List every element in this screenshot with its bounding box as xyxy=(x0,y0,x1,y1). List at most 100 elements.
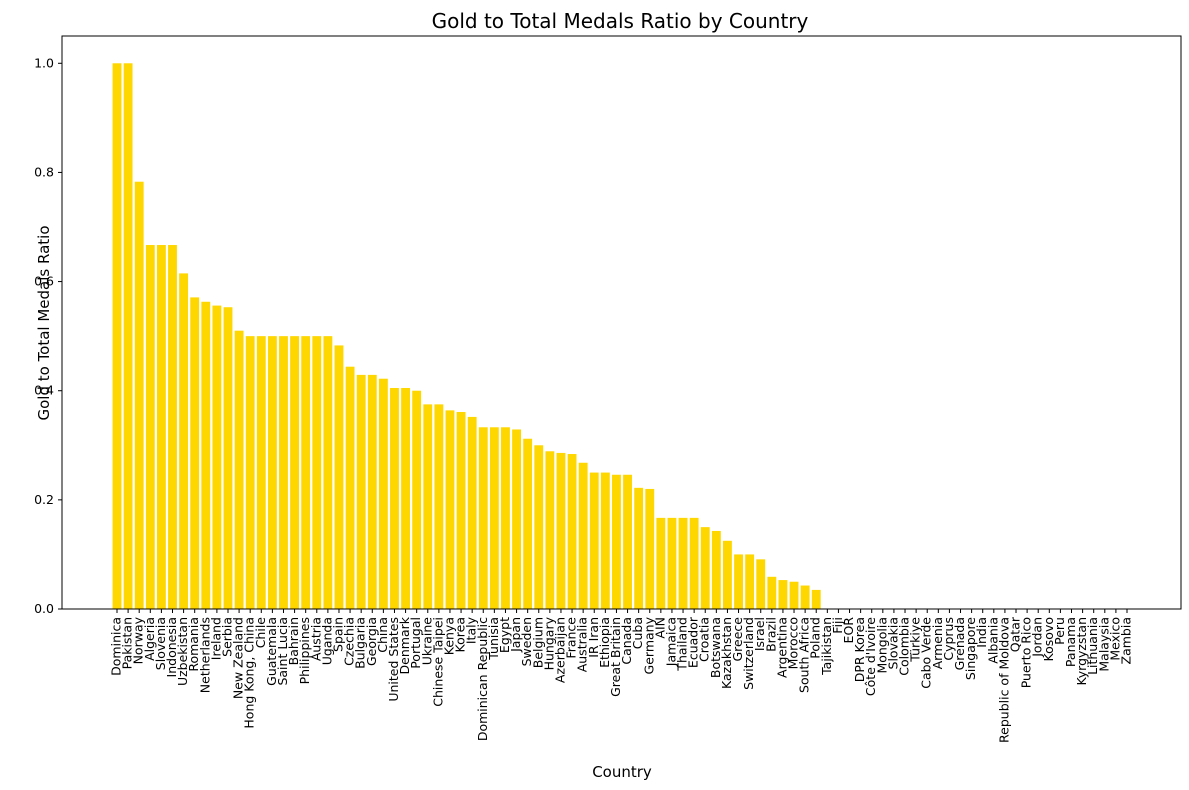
x-tick-label: Indonesia xyxy=(164,617,179,677)
bar xyxy=(567,454,577,609)
x-tick-label: Armenia xyxy=(930,617,945,669)
bar xyxy=(700,527,710,609)
bar xyxy=(467,416,477,609)
x-tick-label: Germany xyxy=(641,616,656,674)
bar xyxy=(667,517,677,609)
x-tick-label: Great Britain xyxy=(608,617,623,697)
x-tick-label: Grenada xyxy=(952,617,967,670)
x-tick-label: Türkiye xyxy=(908,617,923,663)
x-tick-label: Panama xyxy=(1063,617,1078,667)
x-tick-label: New Zealand xyxy=(231,617,246,699)
x-tick-label: Georgia xyxy=(364,617,379,666)
x-tick-label: Norway xyxy=(131,616,146,664)
y-tick-label: 1.0 xyxy=(34,55,54,70)
x-tick-label: Bulgaria xyxy=(353,617,368,669)
x-tick-label: Chinese Taipei xyxy=(430,617,445,707)
bar xyxy=(711,530,721,609)
x-tick-label: Kyrgyzstan xyxy=(1074,617,1089,686)
x-tick-label: Cuba xyxy=(630,617,645,649)
bar xyxy=(401,387,411,609)
bar xyxy=(678,517,688,609)
x-tick-label: Azerbaijan xyxy=(552,617,567,683)
x-tick-label: Serbia xyxy=(219,617,234,657)
bar xyxy=(145,245,155,609)
x-tick-label: Peru xyxy=(1052,617,1067,645)
bar xyxy=(512,429,521,609)
bar xyxy=(112,63,122,610)
x-tick-label: Cabo Verde xyxy=(919,617,934,689)
bar xyxy=(600,472,610,609)
bar xyxy=(179,273,189,609)
bar xyxy=(501,427,510,609)
bar xyxy=(201,301,211,609)
x-tick-label: Cyprus xyxy=(941,617,956,661)
bar xyxy=(645,488,655,609)
bar xyxy=(745,554,755,609)
axes-frame xyxy=(61,35,1182,610)
bar xyxy=(523,438,533,609)
x-axis-label: Country xyxy=(592,763,652,781)
x-tick-label: Ecuador xyxy=(686,616,701,668)
x-tick-label: Tajikistan xyxy=(819,617,834,676)
bar xyxy=(545,451,555,609)
bar xyxy=(345,366,355,609)
x-tick-label: Ireland xyxy=(208,617,223,660)
x-tick-label: Brazil xyxy=(763,617,778,652)
y-tick-label: 0.4 xyxy=(34,383,54,398)
bar xyxy=(634,487,644,609)
x-tick-label: Dominica xyxy=(109,617,124,676)
bar xyxy=(378,378,388,609)
x-tick-label: Poland xyxy=(808,617,823,659)
x-tick-label: Japan xyxy=(508,617,523,653)
x-tick-label: Czechia xyxy=(342,617,357,666)
x-tick-label: India xyxy=(974,617,989,648)
x-tick-label: EOR xyxy=(841,617,856,644)
bars-group xyxy=(112,63,821,610)
bar xyxy=(301,336,311,609)
bar xyxy=(134,181,144,609)
bar xyxy=(723,540,732,609)
x-tick-label: China xyxy=(375,617,390,653)
bar xyxy=(123,63,133,610)
x-tick-label: Singapore xyxy=(963,617,978,680)
x-tick-label: AIN xyxy=(652,617,667,639)
x-tick-label: Uzbekistan xyxy=(175,617,190,686)
x-tick-label: Zambia xyxy=(1119,617,1134,664)
x-tick-label: Jamaica xyxy=(663,617,678,667)
y-axis-ticks: 0.0 0.2 0.4 0.6 0.8 1.0 xyxy=(34,55,62,616)
x-tick-label: Kosovo xyxy=(1041,617,1056,661)
bar xyxy=(689,517,699,609)
x-tick-label: Spain xyxy=(330,617,345,652)
x-tick-label: Thailand xyxy=(675,617,690,672)
bar xyxy=(412,390,422,609)
x-tick-label: Portugal xyxy=(408,617,423,669)
x-tick-label: Slovenia xyxy=(153,617,168,670)
x-tick-label: Ukraine xyxy=(419,617,434,666)
bar xyxy=(256,336,266,609)
y-tick-label: 0.0 xyxy=(34,601,54,616)
x-tick-label: Puerto Rico xyxy=(1019,617,1034,688)
x-tick-label: Argentina xyxy=(774,617,789,678)
bar xyxy=(811,589,821,609)
x-tick-label: Pakistan xyxy=(120,617,135,669)
chart-title: Gold to Total Medals Ratio by Country xyxy=(432,9,809,33)
x-tick-label: Bahrain xyxy=(286,617,301,665)
x-tick-label: South Africa xyxy=(797,617,812,693)
x-tick-label: Mongolia xyxy=(874,617,889,674)
bar xyxy=(279,336,288,609)
bar xyxy=(556,452,566,609)
x-tick-label: Kazakhstan xyxy=(719,617,734,689)
x-tick-label: Côte d'Ivoire xyxy=(863,617,878,696)
x-tick-label: Algeria xyxy=(142,617,157,661)
bar xyxy=(612,474,621,609)
x-tick-label: Austria xyxy=(308,617,323,661)
x-tick-label: Mexico xyxy=(1107,617,1122,661)
bar xyxy=(734,554,743,609)
bar xyxy=(156,245,166,609)
x-tick-label: Egypt xyxy=(497,617,512,653)
x-tick-label: Albania xyxy=(985,617,1000,664)
x-tick-label: Canada xyxy=(619,617,634,665)
bar xyxy=(489,427,499,609)
x-tick-label: Tunisia xyxy=(486,617,501,661)
